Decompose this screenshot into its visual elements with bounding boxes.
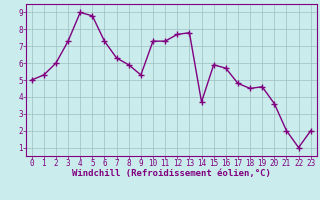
X-axis label: Windchill (Refroidissement éolien,°C): Windchill (Refroidissement éolien,°C) xyxy=(72,169,271,178)
